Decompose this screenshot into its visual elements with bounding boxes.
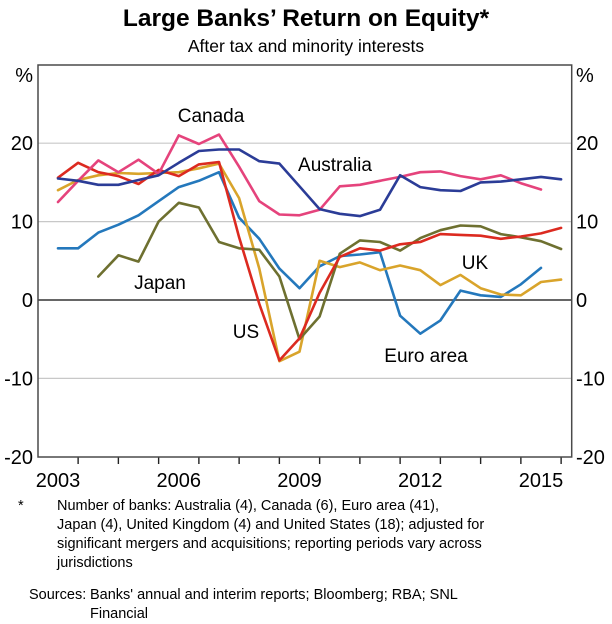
y-tick-label-left-10: 10 bbox=[11, 212, 33, 234]
sources-line: Banks' annual and interim reports; Bloom… bbox=[90, 587, 458, 603]
x-axis-label-2006: 2006 bbox=[157, 470, 202, 492]
y-tick-label-left-0: 0 bbox=[22, 290, 33, 312]
x-axis-label-2012: 2012 bbox=[398, 470, 443, 492]
footnote-marker: * bbox=[18, 498, 24, 514]
series-label-euro-area: Euro area bbox=[384, 346, 468, 367]
y-tick-label-right-0: 0 bbox=[576, 290, 587, 312]
sources-line: Financial bbox=[90, 606, 149, 622]
y-tick-label-left-20: 20 bbox=[11, 133, 33, 155]
y-tick-label-left--20: -20 bbox=[4, 447, 33, 469]
x-axis-label-2015: 2015 bbox=[519, 470, 564, 492]
sources-label: Sources: bbox=[29, 587, 87, 603]
footnote-line: jurisdictions bbox=[57, 555, 133, 571]
footnote-line: significant mergers and acquisitions; re… bbox=[57, 536, 482, 552]
x-axis-label-2003: 2003 bbox=[36, 470, 81, 492]
series-label-uk: UK bbox=[462, 253, 489, 274]
y-tick-label-right-10: 10 bbox=[576, 212, 598, 234]
x-axis-label-2009: 2009 bbox=[277, 470, 322, 492]
chart-plot-area: 20 20 10 10 0 0 -10 -10 -20 -20% % 2003 2006 2009 2012… bbox=[4, 64, 605, 492]
y-tick-label-right-20: 20 bbox=[576, 133, 598, 155]
series-line-canada bbox=[56, 133, 543, 217]
chart-title: Large Banks’ Return on Equity* bbox=[122, 5, 490, 32]
series-line-euro-area bbox=[56, 170, 543, 336]
footnote-line: Number of banks: Australia (4), Canada (… bbox=[57, 498, 440, 514]
chart-subtitle: After tax and minority interests bbox=[187, 36, 425, 56]
y-tick-label-right--10: -10 bbox=[576, 368, 605, 390]
unit-label-left: % bbox=[15, 65, 33, 87]
footnote: * Number of banks: Australia (4), Canada… bbox=[0, 497, 612, 573]
series-line-australia bbox=[56, 148, 563, 218]
series-label-us: US bbox=[233, 322, 259, 343]
plot-frame bbox=[37, 64, 573, 458]
series-label-japan: Japan bbox=[134, 273, 186, 294]
series-line-us bbox=[56, 160, 563, 362]
series-label-canada: Canada bbox=[178, 106, 245, 127]
series-line-uk bbox=[56, 162, 563, 363]
y-tick-label-right--20: -20 bbox=[576, 447, 605, 469]
unit-label-right: % bbox=[576, 65, 594, 87]
series-line-japan bbox=[97, 201, 563, 341]
series-label-australia: Australia bbox=[298, 155, 372, 176]
y-tick-label-left--10: -10 bbox=[4, 368, 33, 390]
sources: Sources: Banks' annual and interim repor… bbox=[0, 586, 612, 624]
footnote-line: Japan (4), United Kingdom (4) and United… bbox=[57, 517, 485, 533]
